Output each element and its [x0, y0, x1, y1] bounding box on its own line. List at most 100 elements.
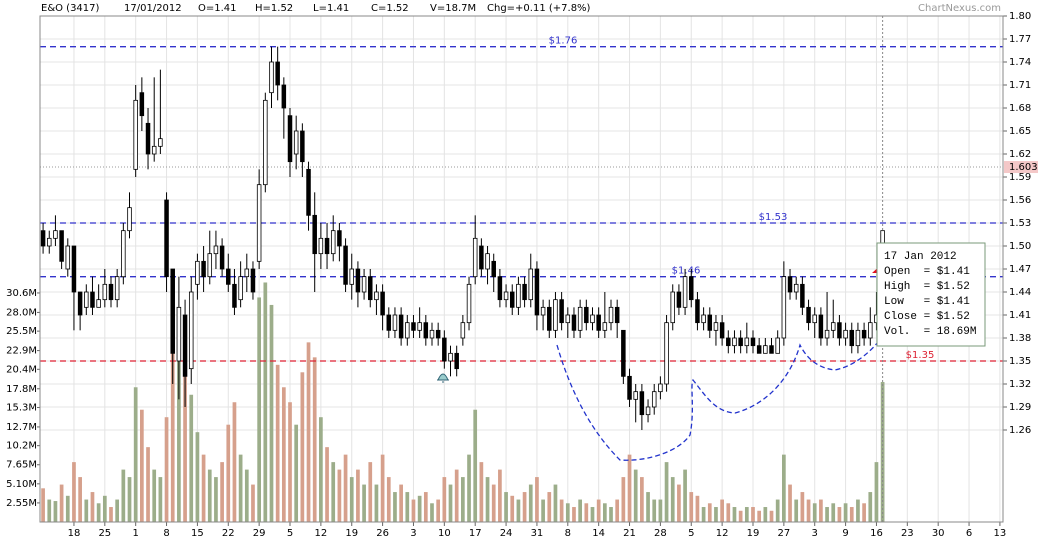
volume-bar [362, 484, 366, 522]
candle-body [355, 268, 361, 293]
x-tick-label: 26 [376, 528, 389, 539]
y2-tick-label: 12.7M [6, 422, 37, 433]
volume-bar [430, 503, 434, 522]
candle-body [40, 230, 46, 247]
y2-tick-label: 5.10M [6, 479, 37, 490]
chart-title: E&O (3417) [41, 3, 100, 14]
volume-bar [516, 499, 521, 522]
volume-bar [337, 469, 342, 522]
candle-body [818, 314, 824, 339]
candle-body [670, 291, 675, 324]
candle-body [590, 314, 595, 324]
candle-body [695, 299, 700, 324]
candle-body [596, 314, 601, 331]
candle-body [139, 92, 145, 117]
volume-bar [368, 462, 373, 522]
candle-body [547, 306, 552, 331]
candle-body [830, 322, 836, 331]
marker-label-box [1004, 161, 1038, 174]
y-tick-label: 1.74 [1009, 57, 1031, 68]
volume-bar [578, 499, 582, 522]
volume-bar [572, 507, 576, 522]
volume-bar [140, 409, 144, 522]
plot-border [39, 15, 1004, 523]
tooltip-date: 17 Jan 2012 [884, 251, 957, 263]
y2-tick-label: 20.4M [6, 364, 37, 375]
volume-bar [652, 499, 657, 522]
candle-body [361, 276, 367, 293]
y-tick-label: 1.41 [1009, 310, 1031, 321]
x-tick-label: 10 [438, 528, 451, 539]
candle-body [713, 322, 719, 331]
volume-bar [232, 402, 237, 522]
volume-bar [183, 372, 187, 522]
y-tick-label: 1.71 [1009, 80, 1031, 91]
candle-body [763, 345, 768, 354]
tooltip-lines: Open = $1.41 High = $1.52 Low = $1.41 Close… [884, 266, 976, 338]
candle-body [343, 245, 348, 285]
volume-bar [448, 484, 453, 522]
volume-bar [164, 417, 169, 522]
volume-bar [584, 503, 589, 522]
header-item: O=1.41 [198, 3, 237, 14]
source: ChartNexus.com [918, 3, 1001, 14]
volume-bar [479, 462, 484, 522]
y-tick-label: 1.59 [1009, 172, 1031, 183]
candle-body [837, 322, 842, 339]
y2-tick-label: 17.8M [6, 384, 37, 395]
candle-body [744, 337, 750, 347]
candle-body [53, 230, 58, 239]
x-tick-label: 27 [777, 528, 790, 539]
x-tick-label: 30 [932, 528, 945, 539]
tooltip-line: Open = $1.41 [884, 266, 970, 278]
candle-body [732, 337, 737, 347]
volume-bar [874, 462, 879, 522]
volume-bar [473, 409, 478, 522]
candle-body [380, 291, 385, 316]
candle-body [349, 268, 354, 285]
y-tick-label: 1.47 [1009, 264, 1031, 275]
header-item: C=1.52 [371, 3, 409, 14]
x-tick-label: 12 [716, 528, 729, 539]
candle-body [71, 245, 77, 293]
volume-bar [244, 469, 249, 522]
x-tick-label: 14 [592, 528, 605, 539]
candle-body [621, 329, 626, 377]
volume-bar [269, 304, 274, 522]
volume-bar [226, 424, 231, 522]
volume-bar [102, 495, 107, 522]
candle-body [300, 130, 305, 163]
candle-body [756, 345, 762, 354]
volume-bar [306, 342, 311, 522]
volume-bar [436, 499, 441, 522]
candle-body [540, 306, 546, 316]
y2-tick-label: 30.6M [6, 288, 37, 299]
x-tick-label: 29 [253, 528, 266, 539]
candle-body [843, 329, 848, 339]
candle-body [787, 276, 793, 293]
candle-body [645, 406, 651, 416]
x-tick-label: 5 [688, 528, 694, 539]
candle-body [516, 283, 521, 308]
y2-tick-label: 10.2M [6, 441, 37, 452]
candle-body [806, 306, 811, 324]
volume-bar [862, 503, 866, 522]
candle-body [738, 337, 743, 347]
volume-bar [152, 469, 157, 522]
volume-bar [849, 507, 854, 522]
volume-bar [386, 477, 391, 522]
y-tick-label: 1.62 [1009, 149, 1031, 160]
volume-bar [109, 507, 113, 522]
volume-bar [677, 484, 681, 522]
volume-bar [504, 492, 508, 522]
volume-bar [133, 387, 138, 522]
volume-bar [763, 507, 768, 522]
candle-body [374, 291, 379, 301]
candle-body [614, 306, 620, 324]
tooltip-line: High = $1.52 [884, 281, 970, 293]
candle-body [522, 283, 527, 301]
volume-bar [281, 387, 286, 522]
x-tick-label: 19 [747, 528, 760, 539]
y-tick-label: 1.53 [1009, 218, 1031, 229]
volume-bar [683, 469, 687, 522]
